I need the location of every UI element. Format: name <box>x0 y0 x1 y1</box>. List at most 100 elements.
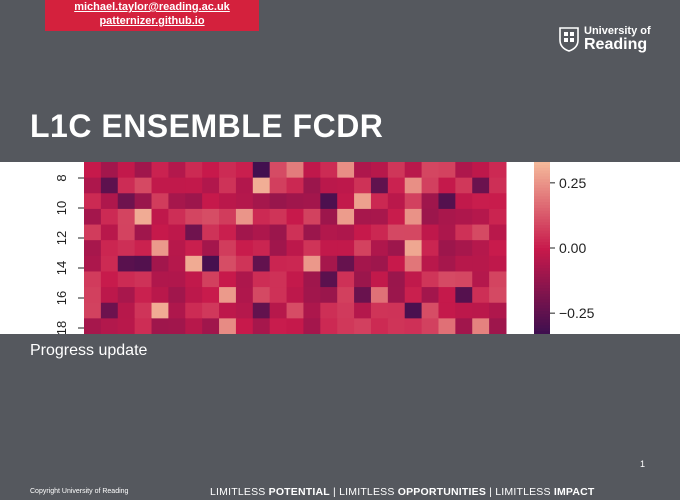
colorbar-segment <box>534 184 550 189</box>
heatmap-cell <box>455 287 473 304</box>
heatmap-cell <box>219 208 237 226</box>
heatmap-cell <box>202 240 220 257</box>
heatmap-cell <box>84 302 102 319</box>
colorbar-segment <box>534 245 550 249</box>
heatmap-cell <box>489 177 507 194</box>
heatmap-cell <box>269 255 288 272</box>
heatmap-cell <box>185 255 203 272</box>
heatmap-cell <box>354 162 372 179</box>
heatmap-cell <box>455 240 473 257</box>
logo-line-2: Reading <box>584 35 648 53</box>
heatmap-cell <box>387 287 406 304</box>
heatmap-cell <box>421 162 439 179</box>
heatmap-chart: 8 10 12 14 16 18 0.25 0.00 −0.25 <box>54 162 595 334</box>
heatmap-cell <box>100 287 119 304</box>
heatmap-cell <box>404 240 423 257</box>
heatmap-cell <box>303 162 321 179</box>
heatmap-cell <box>151 162 169 179</box>
heatmap-cell <box>455 255 473 272</box>
heatmap-cell <box>134 224 153 241</box>
colorbar-segment <box>534 227 550 232</box>
colorbar-segment <box>534 270 550 275</box>
heatmap-cell <box>387 224 406 241</box>
heatmap-cell <box>235 240 254 257</box>
heatmap-cell <box>117 193 136 210</box>
heatmap-cell <box>168 255 186 272</box>
heatmap-cell <box>421 318 439 334</box>
heatmap-cell <box>134 177 153 194</box>
heatmap-cell <box>472 224 490 241</box>
heatmap-cell <box>472 287 490 304</box>
heatmap-cell <box>286 318 304 334</box>
heatmap-cell <box>387 271 406 288</box>
heatmap-cell <box>472 302 490 319</box>
heatmap-cell <box>320 271 338 288</box>
heatmap-cell <box>337 162 355 179</box>
colorbar-segment <box>534 285 550 289</box>
heatmap-cell <box>151 193 169 210</box>
colorbar-segment <box>534 236 550 240</box>
heatmap-cell <box>84 287 102 304</box>
heatmap-cell <box>134 271 153 288</box>
heatmap-cell <box>134 302 153 319</box>
tagline-part-1: LIMITLESS POTENTIAL <box>210 486 330 498</box>
colorbar-segment <box>534 313 550 318</box>
heatmap-cell <box>438 240 456 257</box>
heatmap-cell <box>370 240 389 257</box>
heatmap-cell <box>219 193 237 210</box>
heatmap-cell <box>472 318 490 334</box>
heatmap-cell <box>303 177 321 194</box>
heatmap-cell <box>337 255 355 272</box>
heatmap-cell <box>252 318 271 334</box>
heatmap-cell <box>354 271 372 288</box>
heatmap-cell <box>185 287 203 304</box>
colorbar-tick-label: 0.00 <box>559 240 586 256</box>
heatmap-cell <box>252 302 271 319</box>
heatmap-cell <box>168 318 186 334</box>
heatmap-cell <box>489 287 507 304</box>
heatmap-cell <box>168 240 186 257</box>
heatmap-cell <box>151 240 169 257</box>
website-link[interactable]: patternizer.github.io <box>99 15 205 27</box>
heatmap-cell <box>303 240 321 257</box>
colorbar-segment <box>534 331 550 334</box>
colorbar-segment <box>534 259 550 263</box>
logo-line-1: University of <box>584 24 651 37</box>
colorbar-segment <box>534 253 550 258</box>
heatmap-cell <box>370 162 389 179</box>
heatmap-cell <box>168 224 186 241</box>
colorbar-segment <box>534 273 550 278</box>
heatmap-cell <box>185 208 203 226</box>
heatmap-cell <box>117 240 136 257</box>
heatmap-cell <box>219 224 237 241</box>
colorbar-segment <box>534 311 550 315</box>
heatmap-cell <box>370 193 389 210</box>
heatmap-cell <box>354 193 372 210</box>
heatmap-cell <box>387 302 406 319</box>
heatmap-cell <box>387 318 406 334</box>
heatmap-cell <box>185 302 203 319</box>
email-link[interactable]: michael.taylor@reading.ac.uk <box>74 1 230 13</box>
heatmap-cell <box>354 224 372 241</box>
heatmap-cell <box>472 162 490 179</box>
heatmap-cell <box>421 255 439 272</box>
heatmap-cell <box>219 255 237 272</box>
heatmap-cell <box>252 193 271 210</box>
colorbar-segment <box>534 213 550 217</box>
heatmap-cell <box>404 302 423 319</box>
heatmap-cell <box>320 240 338 257</box>
heatmap-cell <box>252 162 271 179</box>
heatmap-cell <box>303 224 321 241</box>
heatmap-cell <box>202 208 220 226</box>
heatmap-cell <box>252 177 271 194</box>
heatmap-cell <box>286 287 304 304</box>
y-tick-label: 16 <box>54 291 69 305</box>
colorbar-segment <box>534 176 550 180</box>
heatmap-cell <box>286 177 304 194</box>
heatmap-cell <box>185 177 203 194</box>
heatmap-cell <box>303 318 321 334</box>
heatmap-cell <box>472 193 490 210</box>
heatmap-cell <box>421 302 439 319</box>
heatmap-cell <box>151 177 169 194</box>
heatmap-cell <box>337 177 355 194</box>
